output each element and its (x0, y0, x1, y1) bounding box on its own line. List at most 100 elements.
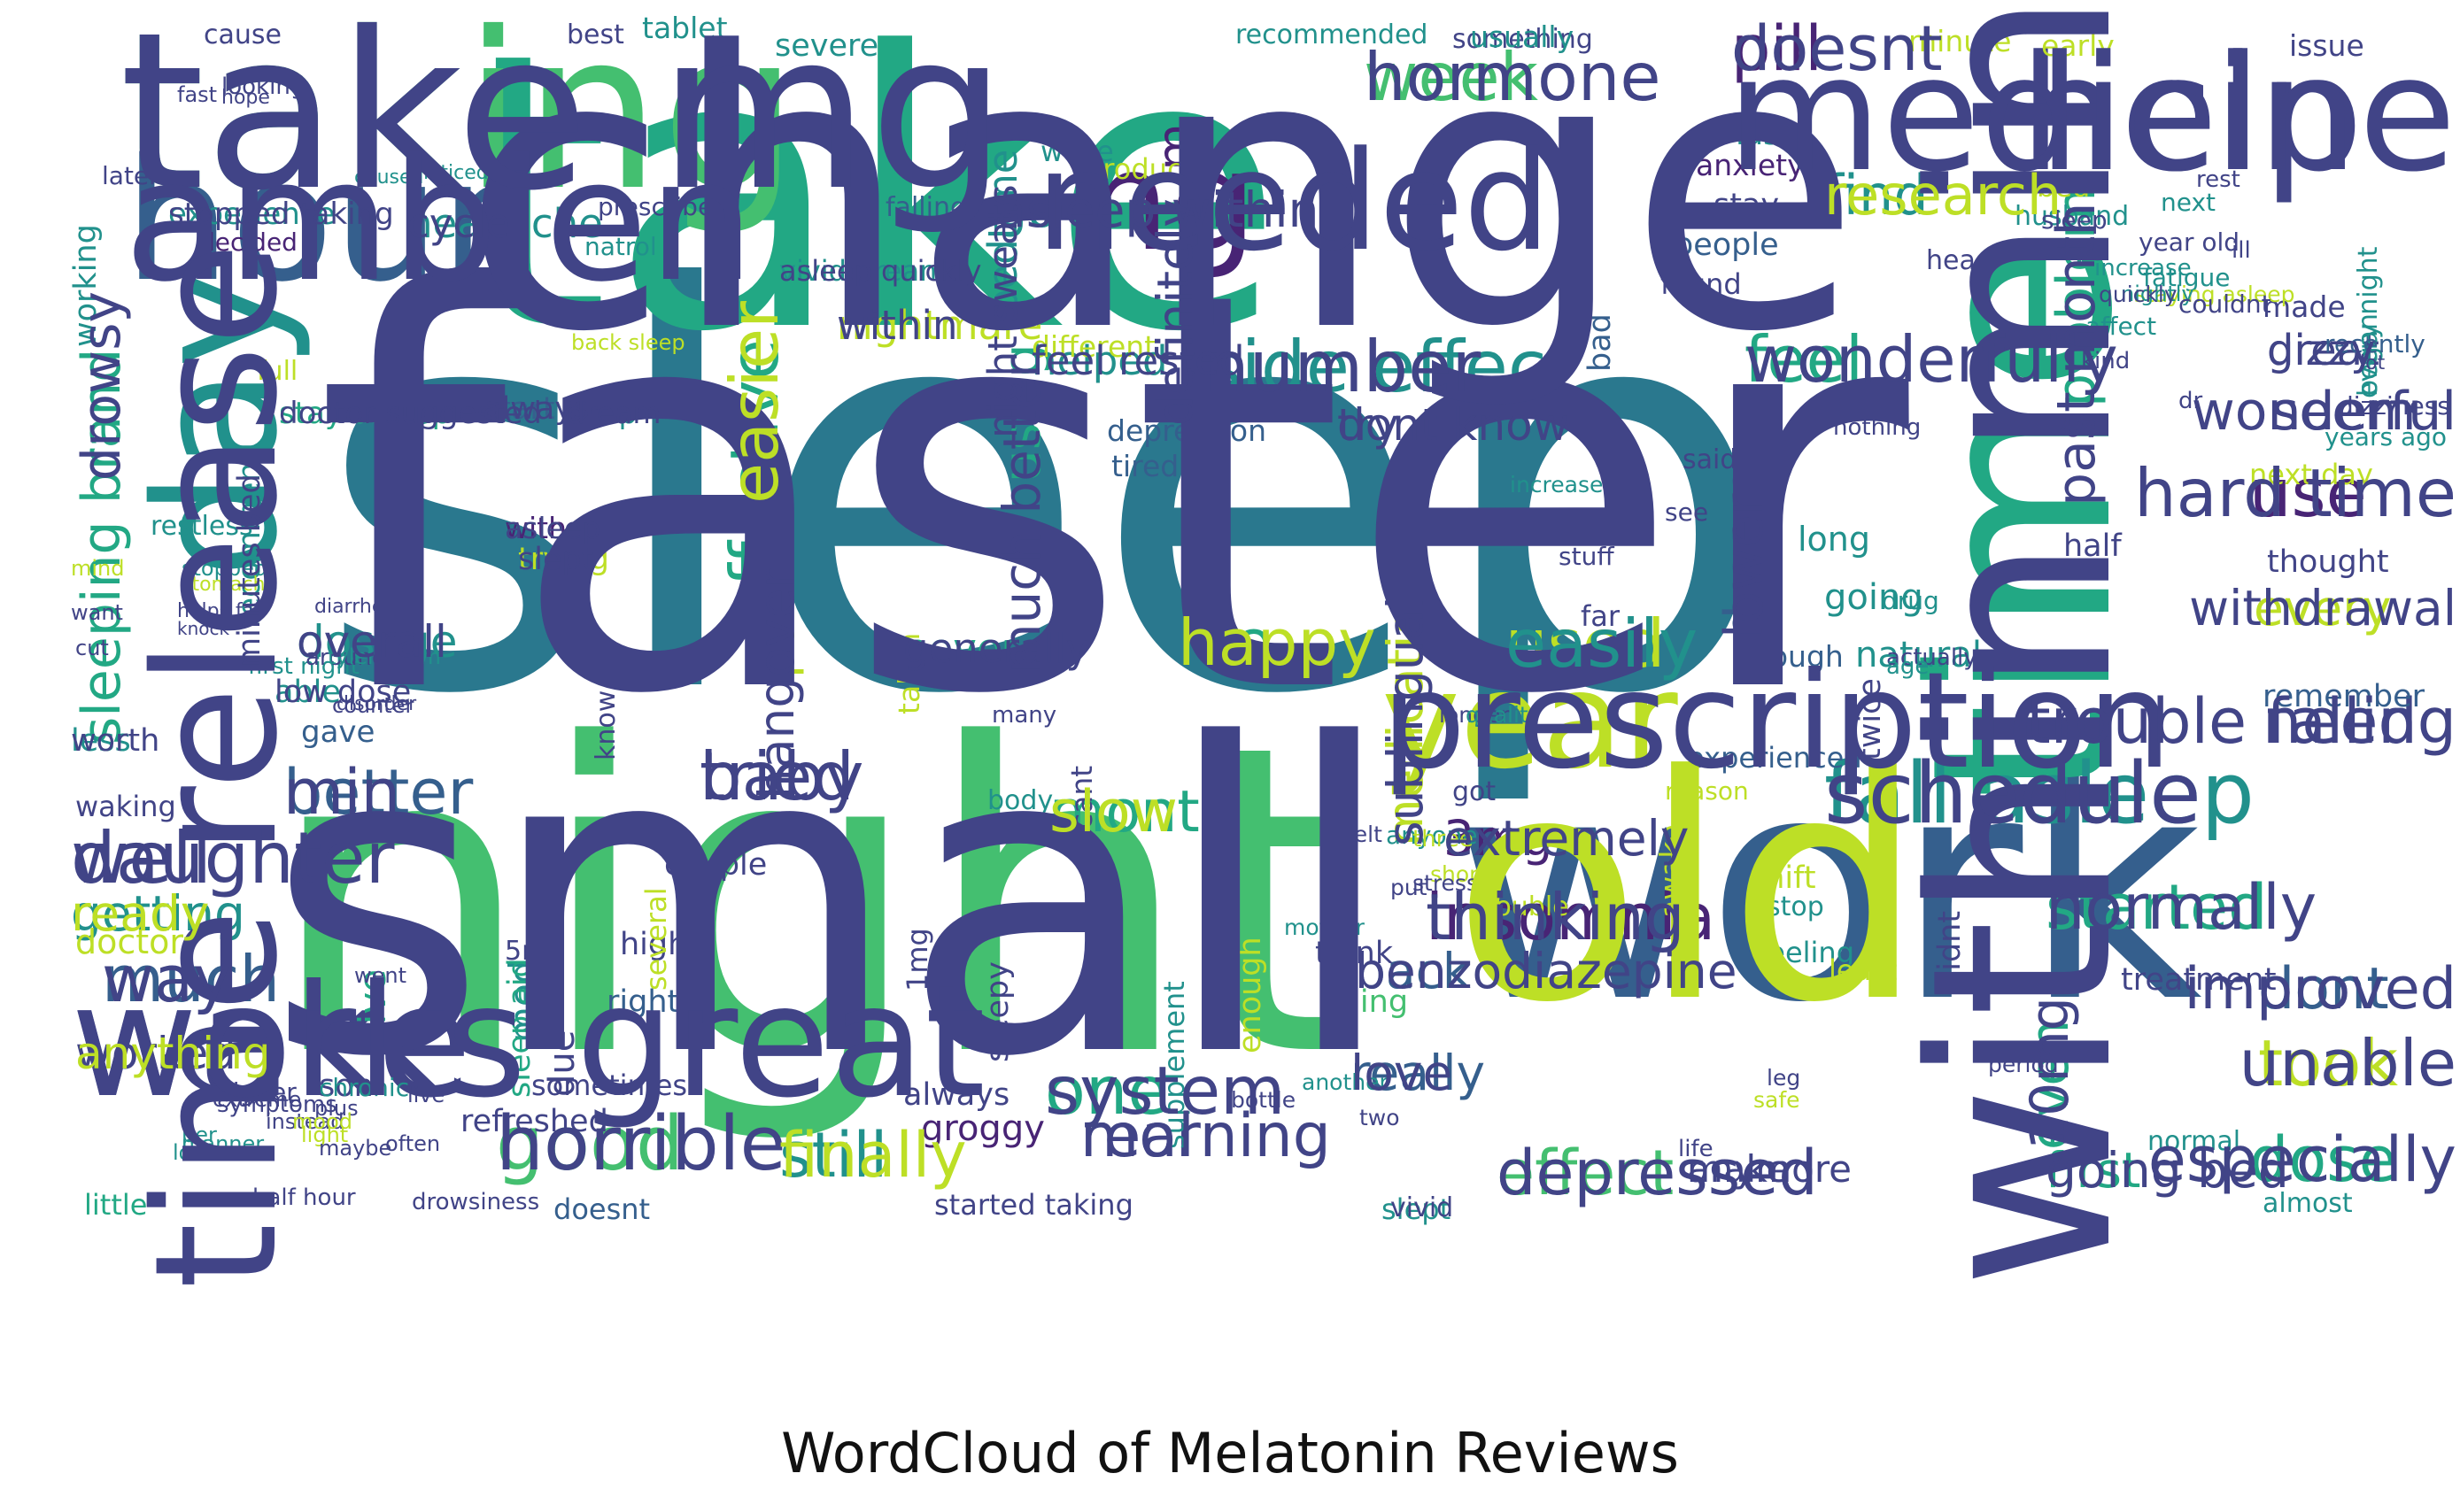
cloud-word-feel: feel (1744, 322, 1863, 397)
cloud-word-started: started (2046, 871, 2268, 944)
cloud-word-faster: faster (314, 176, 1909, 814)
cloud-word-remember: remember (2263, 679, 2425, 714)
cloud-word-wonderfully: wonderfully (1744, 322, 2118, 397)
cloud-word-effect: effect (1497, 1137, 1675, 1209)
cloud-word-couldnt: couldnt (2178, 289, 2271, 319)
cloud-word-old: old (1452, 709, 1925, 1070)
cloud-word-stay-asleep: stay asleep (279, 396, 452, 431)
cloud-word-safe: safe (1753, 1087, 1800, 1113)
cloud-word-use: use (2249, 454, 2367, 532)
cloud-word-need: need (2263, 685, 2417, 758)
cloud-word-night: night (266, 655, 1359, 1150)
cloud-word-cause: cause (204, 19, 282, 50)
cloud-word-year-old: year old (2139, 228, 2240, 257)
cloud-word-life: life (1678, 1136, 1713, 1162)
cloud-word-least: least (1829, 953, 1898, 987)
cloud-word-trouble-falling: trouble falling (2026, 685, 2456, 758)
cloud-word-first: first (2046, 1142, 2141, 1199)
cloud-word-go: go (996, 181, 1057, 238)
cloud-word-depressed: depressed (1497, 1137, 1818, 1209)
cloud-word-mind: mind (71, 556, 125, 581)
cloud-word-asleep: asleep (505, 511, 601, 545)
cloud-word-hard-time: hard time (2134, 454, 2456, 532)
cloud-word-stomach: stomach (182, 574, 266, 596)
cloud-word-reason: reason (1665, 776, 1749, 806)
cloud-word-caused: caused (354, 166, 424, 189)
cloud-word-body: body (987, 785, 1054, 816)
cloud-word-hour: hour (124, 123, 510, 319)
cloud-word-vivid: vivid (1390, 1192, 1454, 1223)
cloud-word-looking: looking (221, 73, 306, 100)
cloud-word-ill: ill (2232, 237, 2251, 264)
cloud-word-good: good (496, 1100, 684, 1188)
cloud-word-minutes-bed: minutes bed (232, 473, 267, 667)
cloud-word-mood: mood (292, 1109, 352, 1134)
cloud-word-thinking: thinking (1426, 880, 1685, 954)
cloud-word-well: well (71, 817, 213, 899)
cloud-word-high: high (620, 927, 688, 962)
cloud-word-keep: keep (567, 396, 638, 430)
cloud-word-used: used (1505, 605, 1666, 683)
cloud-word-find: find (1824, 163, 1929, 228)
cloud-word-cycle: cycle (407, 200, 511, 247)
cloud-word-higher: higher (217, 1077, 297, 1107)
cloud-word-woke: woke (1040, 135, 1114, 168)
cloud-word-one: one (1045, 1052, 1169, 1130)
cloud-word-son: son (319, 1068, 374, 1104)
cloud-word-another: another (1302, 1069, 1389, 1095)
cloud-word-cut: cut (75, 636, 109, 660)
cloud-word-later: later (102, 161, 159, 190)
cloud-word-something: something (1452, 24, 1593, 55)
cloud-word-going-bed: going bed (2046, 1142, 2289, 1199)
cloud-word-around: around (306, 644, 387, 671)
cloud-word-best: best (567, 19, 624, 50)
cloud-word-side-effect: side effect (1204, 326, 1575, 408)
cloud-word-manner: manner (182, 1131, 265, 1156)
cloud-word-three: three (1412, 826, 1474, 852)
cloud-word-minute: minute (1908, 24, 2012, 58)
cloud-word-increase: increase (2094, 255, 2192, 282)
cloud-word-dosage: dosage (297, 616, 458, 667)
cloud-word-falling-asleep: falling asleep (886, 192, 1063, 223)
cloud-word-extremely: extremely (1443, 810, 1690, 867)
cloud-word-see: see (1665, 498, 1709, 527)
cloud-word-without: without (505, 511, 615, 545)
cloud-word-hangover: hangover (748, 567, 805, 799)
cloud-word-took: took (2258, 1026, 2399, 1100)
cloud-word-said: said (1683, 444, 1737, 475)
cloud-word-thing: thing (1328, 984, 1409, 1020)
cloud-word-especially: especially (2147, 1123, 2456, 1196)
cloud-word-daughter: daughter (71, 817, 395, 899)
cloud-word-try: try (1337, 399, 1399, 451)
cloud-word-10mg: 10mg (2019, 996, 2081, 1150)
cloud-word-bottle: bottle (1231, 1087, 1296, 1113)
cloud-word-prescription: prescription (1381, 644, 2172, 798)
cloud-word-stop: stop (1767, 891, 1824, 922)
cloud-word-two: two (1359, 1105, 1400, 1130)
cloud-word-dont: dont (2258, 956, 2389, 1022)
cloud-word-noticed: noticed (416, 162, 489, 184)
cloud-word-hope: hope (221, 87, 270, 109)
cloud-word-years-ago: years ago (2325, 422, 2448, 451)
cloud-word-shift: shift (1749, 860, 1816, 896)
cloud-word-early: early (2041, 28, 2115, 63)
cloud-word-usually: usually (1470, 19, 1574, 54)
cloud-word-overall: overall (297, 616, 447, 667)
cloud-word-waking: waking (75, 790, 176, 823)
cloud-word-withdrawal: withdrawal (2189, 580, 2456, 636)
cloud-word-month: month (1049, 779, 1236, 845)
cloud-word-affect: affect (2085, 312, 2157, 341)
cloud-word-slept: slept (518, 542, 594, 577)
cloud-word-nightmare: nightmare (837, 302, 1043, 349)
cloud-word-benzodiazepine: benzodiazepine (1355, 943, 1737, 999)
cloud-word-thought: thought (2267, 544, 2389, 580)
cloud-word-stopped-taking: stopped taking (168, 197, 394, 232)
cloud-word-anything: anything (75, 1028, 271, 1079)
cloud-word-doesnt: doesnt (553, 1192, 651, 1226)
figure-caption: WordCloud of Melatonin Reviews (781, 1421, 1679, 1485)
cloud-word-disorder: disorder (337, 693, 417, 715)
cloud-word-extreme: extreme (213, 1087, 302, 1112)
cloud-word-mother: mother (1284, 914, 1365, 940)
cloud-word-stress: stress (1412, 870, 1478, 896)
